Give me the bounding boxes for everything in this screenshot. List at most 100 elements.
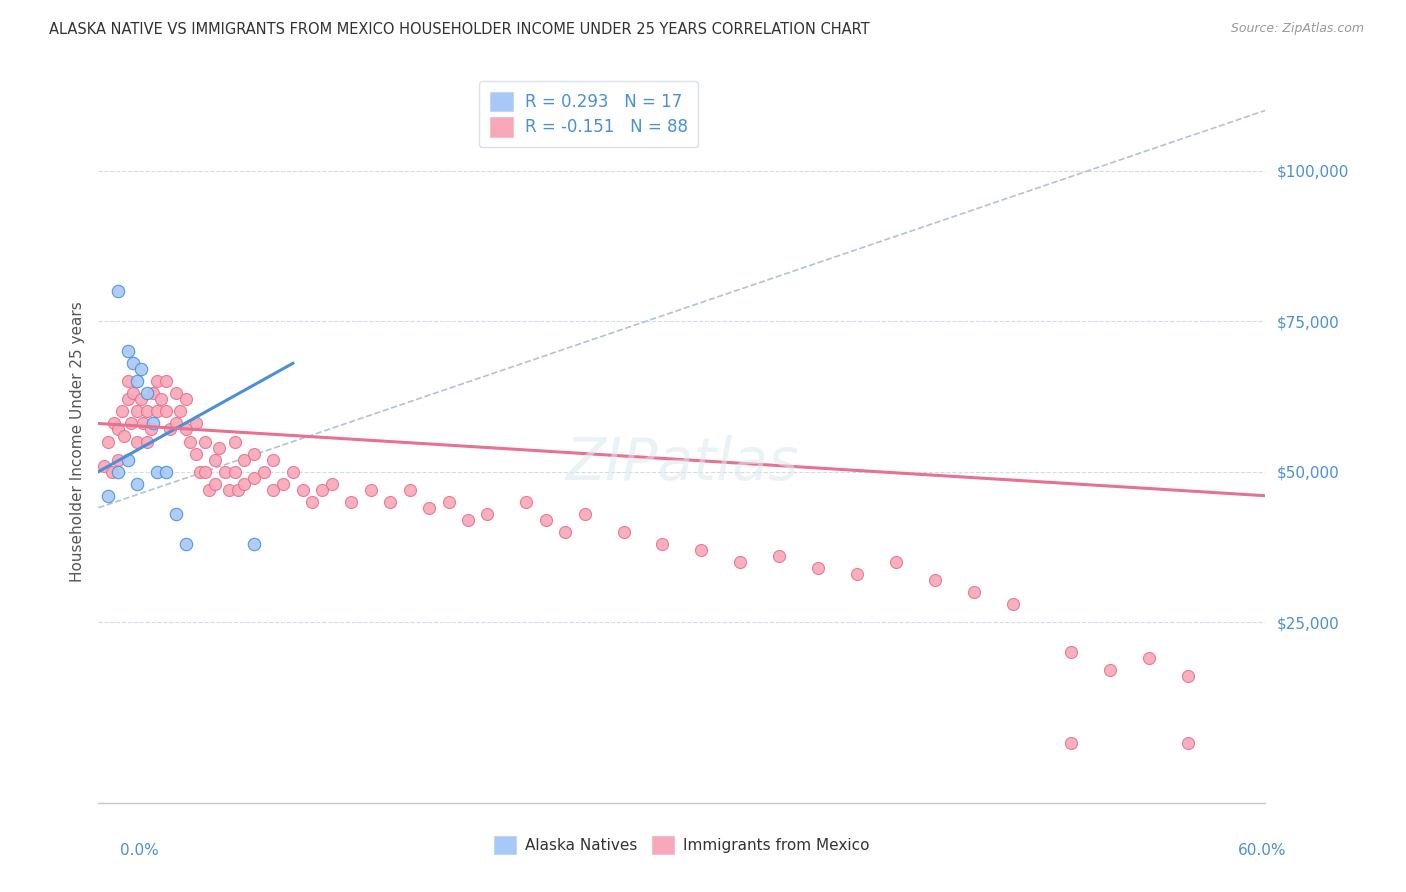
Point — [554, 524, 576, 539]
Point — [146, 374, 169, 388]
Point — [340, 494, 363, 508]
Point — [136, 434, 159, 449]
Text: ALASKA NATIVE VS IMMIGRANTS FROM MEXICO HOUSEHOLDER INCOME UNDER 25 YEARS CORREL: ALASKA NATIVE VS IMMIGRANTS FROM MEXICO … — [49, 22, 870, 37]
Point — [233, 476, 256, 491]
Point — [398, 483, 420, 497]
Point — [243, 446, 266, 460]
Point — [149, 392, 172, 407]
Point — [122, 386, 145, 401]
Point — [1137, 651, 1160, 665]
Point — [107, 284, 129, 298]
Point — [253, 465, 276, 479]
Text: 0.0%: 0.0% — [120, 843, 159, 858]
Point — [159, 422, 181, 436]
Point — [208, 441, 231, 455]
Point — [117, 344, 139, 359]
Point — [924, 573, 946, 587]
Point — [690, 542, 713, 557]
Point — [127, 404, 149, 418]
Point — [194, 434, 217, 449]
Point — [184, 417, 207, 431]
Point — [184, 446, 207, 460]
Point — [107, 452, 129, 467]
Point — [139, 422, 162, 436]
Point — [262, 483, 284, 497]
Point — [224, 465, 246, 479]
Point — [142, 386, 165, 401]
Point — [188, 465, 211, 479]
Point — [204, 476, 226, 491]
Point — [807, 561, 830, 575]
Point — [93, 458, 115, 473]
Point — [97, 434, 120, 449]
Point — [155, 374, 177, 388]
Point — [730, 555, 752, 569]
Point — [165, 417, 187, 431]
Point — [117, 374, 139, 388]
Point — [962, 585, 984, 599]
Point — [127, 434, 149, 449]
Point — [311, 483, 333, 497]
Point — [155, 465, 177, 479]
Point — [457, 513, 479, 527]
Point — [418, 500, 440, 515]
Text: 60.0%: 60.0% — [1239, 843, 1286, 858]
Point — [574, 507, 596, 521]
Point — [281, 465, 304, 479]
Point — [136, 386, 159, 401]
Point — [515, 494, 537, 508]
Point — [845, 567, 868, 582]
Point — [101, 465, 124, 479]
Point — [136, 404, 159, 418]
Point — [291, 483, 314, 497]
Point — [111, 43, 134, 57]
Point — [122, 356, 145, 370]
Point — [477, 507, 499, 521]
Point — [107, 465, 129, 479]
Point — [129, 392, 152, 407]
Point — [155, 404, 177, 418]
Text: ZIPatlas: ZIPatlas — [565, 434, 799, 491]
Point — [612, 524, 634, 539]
Point — [142, 417, 165, 431]
Point — [214, 465, 236, 479]
Point — [97, 489, 120, 503]
Point — [243, 537, 266, 551]
Y-axis label: Householder Income Under 25 years: Householder Income Under 25 years — [69, 301, 84, 582]
Point — [1060, 645, 1083, 659]
Point — [174, 392, 197, 407]
Point — [169, 404, 191, 418]
Legend: Alaska Natives, Immigrants from Mexico: Alaska Natives, Immigrants from Mexico — [488, 830, 876, 860]
Point — [121, 417, 143, 431]
Point — [174, 537, 197, 551]
Point — [1098, 664, 1121, 678]
Point — [179, 434, 201, 449]
Point — [146, 404, 169, 418]
Point — [129, 362, 152, 376]
Point — [174, 422, 197, 436]
Point — [165, 386, 187, 401]
Point — [360, 483, 382, 497]
Point — [1001, 597, 1024, 611]
Point — [321, 476, 343, 491]
Point — [534, 513, 557, 527]
Point — [146, 465, 169, 479]
Point — [271, 476, 294, 491]
Point — [117, 392, 139, 407]
Point — [1060, 735, 1083, 749]
Point — [224, 434, 246, 449]
Point — [228, 483, 250, 497]
Point — [127, 374, 149, 388]
Point — [107, 422, 129, 436]
Point — [243, 470, 266, 484]
Point — [262, 452, 284, 467]
Point — [103, 417, 125, 431]
Point — [165, 507, 187, 521]
Text: Source: ZipAtlas.com: Source: ZipAtlas.com — [1230, 22, 1364, 36]
Point — [198, 483, 221, 497]
Point — [127, 476, 149, 491]
Point — [380, 494, 402, 508]
Point — [768, 549, 790, 563]
Point — [233, 452, 256, 467]
Point — [301, 494, 323, 508]
